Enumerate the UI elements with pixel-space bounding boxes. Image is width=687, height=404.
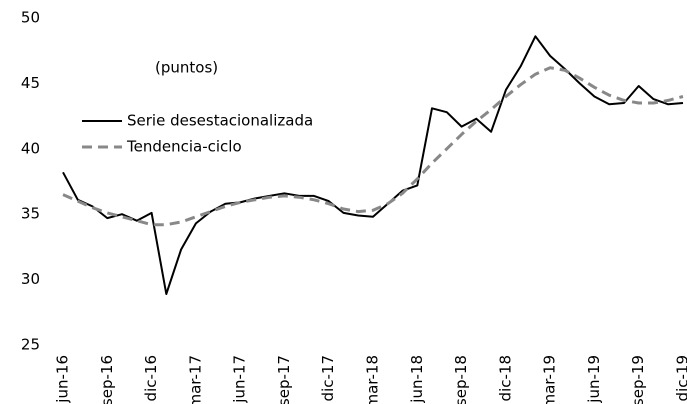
x-tick-label: sep-17 <box>275 355 293 404</box>
x-tick-label: jun-19 <box>585 355 603 404</box>
y-tick-label: 30 <box>21 270 40 288</box>
legend-label: Tendencia-ciclo <box>126 138 242 156</box>
x-tick-label: mar-19 <box>541 355 559 404</box>
series-line <box>62 35 684 295</box>
x-tick-label: sep-19 <box>629 355 647 404</box>
x-tick-label: sep-16 <box>98 355 116 404</box>
y-tick-label: 35 <box>21 205 40 223</box>
x-tick-label: mar-17 <box>186 355 204 404</box>
y-tick-label: 45 <box>21 74 40 92</box>
y-tick-label: 40 <box>21 139 40 157</box>
x-tick-label: jun-18 <box>408 355 426 404</box>
x-tick-label: dic-19 <box>674 355 687 401</box>
x-tick-label: dic-18 <box>496 355 514 401</box>
x-tick-label: jun-16 <box>54 355 72 404</box>
x-tick-label: dic-16 <box>142 355 160 401</box>
x-tick-label: dic-17 <box>319 355 337 401</box>
x-tick-label: sep-18 <box>452 355 470 404</box>
legend-label: Serie desestacionalizada <box>127 112 313 130</box>
y-tick-label: 25 <box>21 336 40 354</box>
series-line <box>62 66 684 227</box>
x-tick-label: mar-18 <box>364 355 382 404</box>
annotation: (puntos) <box>155 59 218 77</box>
y-tick-label: 50 <box>21 9 40 27</box>
x-tick-label: jun-17 <box>231 355 249 404</box>
